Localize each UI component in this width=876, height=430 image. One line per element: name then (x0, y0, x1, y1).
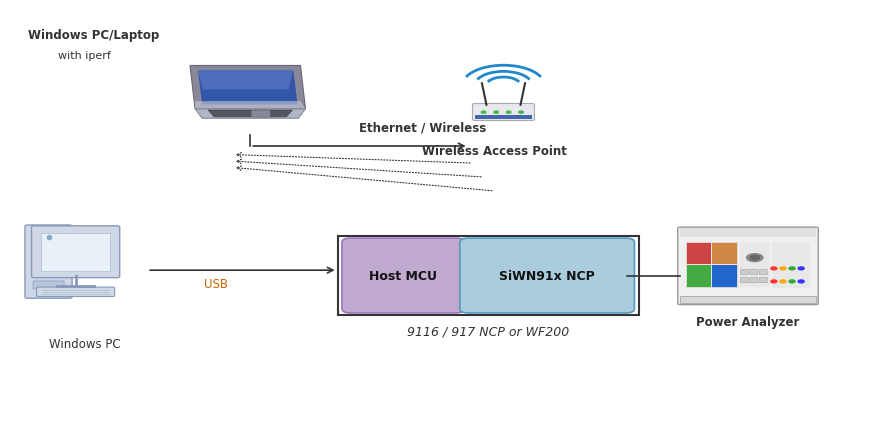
Polygon shape (195, 102, 306, 109)
Bar (711, 265, 738, 287)
Text: USB: USB (204, 277, 229, 290)
Circle shape (798, 280, 804, 283)
FancyBboxPatch shape (251, 111, 270, 118)
Text: Ethernet / Wireless: Ethernet / Wireless (359, 121, 486, 134)
Text: Windows PC/Laptop: Windows PC/Laptop (27, 29, 159, 42)
Bar (686, 243, 738, 287)
Text: SiWN91x NCP: SiWN91x NCP (499, 270, 595, 283)
Text: 9116 / 917 NCP or WF200: 9116 / 917 NCP or WF200 (407, 325, 569, 338)
Circle shape (771, 267, 777, 270)
Polygon shape (208, 111, 293, 117)
Circle shape (519, 112, 523, 114)
FancyBboxPatch shape (33, 253, 64, 261)
FancyBboxPatch shape (740, 270, 748, 275)
FancyBboxPatch shape (342, 239, 464, 313)
Bar (773, 243, 810, 289)
Text: Power Analyzer: Power Analyzer (696, 315, 800, 329)
FancyBboxPatch shape (33, 267, 64, 275)
FancyBboxPatch shape (740, 278, 748, 283)
Circle shape (771, 280, 777, 283)
Bar (337, 237, 639, 315)
Bar (681, 296, 816, 304)
Circle shape (789, 267, 795, 270)
Bar (475, 116, 532, 120)
FancyBboxPatch shape (37, 287, 115, 297)
Circle shape (506, 112, 511, 114)
Circle shape (780, 280, 786, 283)
Polygon shape (195, 109, 306, 119)
Circle shape (789, 280, 795, 283)
Circle shape (780, 267, 786, 270)
Bar (686, 243, 711, 265)
FancyBboxPatch shape (25, 225, 72, 298)
Bar (681, 229, 816, 238)
FancyBboxPatch shape (759, 278, 767, 283)
Polygon shape (198, 71, 293, 90)
FancyBboxPatch shape (750, 270, 758, 275)
FancyBboxPatch shape (472, 104, 534, 121)
FancyBboxPatch shape (678, 227, 818, 305)
Bar (740, 243, 770, 287)
Text: Wireless Access Point: Wireless Access Point (422, 144, 567, 157)
Circle shape (494, 112, 498, 114)
Polygon shape (198, 71, 298, 105)
FancyBboxPatch shape (460, 239, 634, 313)
FancyBboxPatch shape (33, 281, 64, 289)
FancyBboxPatch shape (32, 226, 120, 278)
Circle shape (481, 112, 486, 114)
FancyBboxPatch shape (750, 278, 758, 283)
Circle shape (798, 267, 804, 270)
Text: with iperf: with iperf (58, 50, 111, 61)
Bar (711, 243, 738, 265)
Bar (41, 233, 110, 271)
Circle shape (746, 254, 763, 262)
FancyBboxPatch shape (759, 270, 767, 275)
Polygon shape (190, 66, 306, 109)
Text: Host MCU: Host MCU (369, 270, 437, 283)
Bar (686, 265, 711, 287)
Text: Windows PC: Windows PC (48, 337, 120, 350)
Circle shape (750, 256, 759, 260)
